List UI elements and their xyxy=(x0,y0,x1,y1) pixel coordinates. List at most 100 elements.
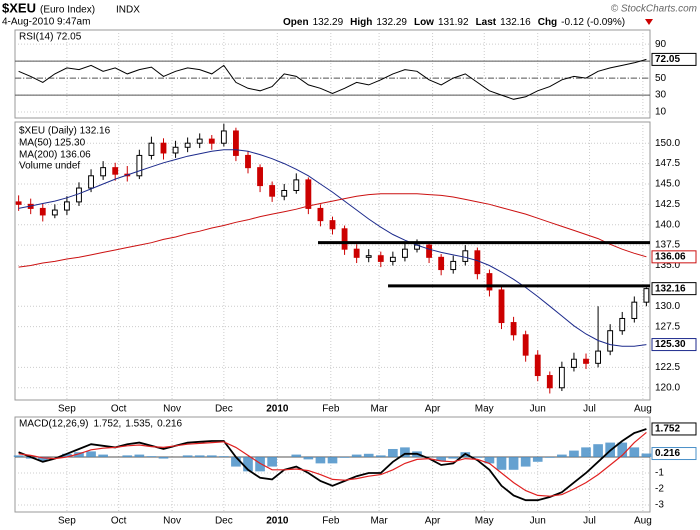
moving-average xyxy=(18,193,647,268)
value-tag xyxy=(651,250,697,264)
candle-body xyxy=(88,175,94,189)
histogram-bar xyxy=(388,448,398,457)
candle-body xyxy=(595,350,602,364)
histogram-bar xyxy=(303,456,314,460)
datetime: 4-Aug-2010 9:47am xyxy=(2,17,90,28)
candle-body xyxy=(607,330,614,352)
candle-body xyxy=(522,334,529,356)
legend-entry: MA(200) 136.06 xyxy=(19,150,91,161)
candle-body xyxy=(558,366,565,389)
x-tick-label: Mar xyxy=(370,404,388,415)
candle-body xyxy=(160,142,167,154)
histogram-bar xyxy=(62,453,72,457)
candle-body xyxy=(329,220,336,230)
legend-candles: $XEU (Daily) 132.16 xyxy=(19,126,111,137)
histogram-bar xyxy=(291,454,302,457)
y-tick-label: 30 xyxy=(655,90,667,101)
candle-body xyxy=(341,228,348,250)
quote-value: -0.12 (-0.09%) xyxy=(561,17,625,28)
y-tick-label: 90 xyxy=(655,39,667,50)
x-tick-label: May xyxy=(475,404,494,415)
candle-body xyxy=(365,255,372,258)
candle-body xyxy=(51,209,58,216)
x-tick-label: Dec xyxy=(215,516,233,527)
candle-body xyxy=(305,179,312,209)
macd-line xyxy=(18,428,647,502)
candle-body xyxy=(546,375,553,389)
y-tick-label: 137.5 xyxy=(655,240,680,251)
candle-body xyxy=(112,167,119,175)
x-tick-label: May xyxy=(475,516,494,527)
candle-body xyxy=(148,142,155,156)
candle-body xyxy=(269,185,276,197)
quote-value: 132.29 xyxy=(313,17,344,28)
histogram-bar xyxy=(532,456,543,462)
histogram-bar xyxy=(158,456,169,459)
y-tick-label: 142.5 xyxy=(655,199,680,210)
histogram-bar xyxy=(267,456,277,467)
candle-body xyxy=(450,260,457,271)
candle-body xyxy=(402,248,408,258)
x-tick-label: Jun xyxy=(530,404,546,415)
histogram-bar xyxy=(629,447,640,457)
y-tick-label: 122.5 xyxy=(655,362,680,373)
moving-average xyxy=(18,149,647,347)
histogram-bar xyxy=(98,454,108,457)
y-tick-label: 150.0 xyxy=(655,138,680,149)
x-tick-label: Nov xyxy=(163,516,181,527)
x-tick-label: 2010 xyxy=(266,516,289,527)
histogram-bar xyxy=(363,453,374,457)
histogram-bar xyxy=(375,455,386,457)
candle-body xyxy=(39,207,46,216)
candle-body xyxy=(208,138,215,144)
candle-body xyxy=(583,358,589,364)
candle-body xyxy=(389,256,396,262)
x-tick-label: Nov xyxy=(163,404,181,415)
y-tick-label: 10 xyxy=(655,107,667,118)
histogram-bar xyxy=(37,456,48,461)
candle-body xyxy=(63,201,70,211)
legend-entry: 1.752, xyxy=(93,419,121,430)
histogram-bar xyxy=(641,453,652,457)
candle-body xyxy=(486,273,493,291)
value-tag xyxy=(651,422,697,436)
candle-body xyxy=(631,301,638,319)
x-tick-label: Sep xyxy=(58,404,76,415)
candle-body xyxy=(184,142,191,148)
histogram-bar xyxy=(472,456,483,458)
value-tag-label: 125.30 xyxy=(655,339,686,350)
x-tick-label: Oct xyxy=(111,404,127,415)
y-tick-label: 145.0 xyxy=(655,179,680,190)
candle-body xyxy=(220,130,227,144)
y-tick-label: -3 xyxy=(655,500,664,511)
value-tag xyxy=(651,52,697,66)
panel-frame xyxy=(14,416,651,513)
y-tick-label: -1 xyxy=(655,468,664,479)
y-tick-label: 140.0 xyxy=(655,219,680,230)
histogram-bar xyxy=(520,456,531,467)
x-tick-label: Jul xyxy=(583,404,596,415)
candle-body xyxy=(353,248,360,258)
candle-body xyxy=(257,167,263,187)
x-tick-label: Mar xyxy=(370,516,388,527)
candle-body xyxy=(136,154,143,177)
histogram-bar xyxy=(484,456,495,464)
quote-label: High xyxy=(350,17,372,28)
x-tick-label: Apr xyxy=(425,404,441,415)
histogram-bar xyxy=(544,456,555,458)
histogram-bar xyxy=(581,447,591,457)
histogram-bar xyxy=(315,456,326,464)
histogram-bar xyxy=(339,456,350,458)
quote-label: Chg xyxy=(538,17,557,28)
histogram-bar xyxy=(134,454,145,457)
x-tick-label: Dec xyxy=(215,404,233,415)
quote-value: 132.29 xyxy=(376,17,407,28)
panel-title: MACD(12,26,9) xyxy=(19,419,88,430)
histogram-bar xyxy=(496,456,507,470)
x-tick-label: Aug xyxy=(634,404,652,415)
y-tick-label: 120.0 xyxy=(655,382,680,393)
change-arrow xyxy=(645,19,653,25)
histogram-bar xyxy=(351,454,362,457)
panel-title: RSI(14) 72.05 xyxy=(19,32,82,43)
